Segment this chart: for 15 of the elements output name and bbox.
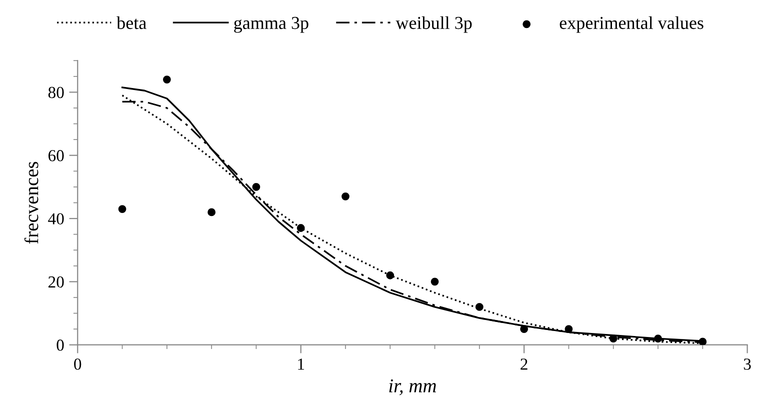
x-axis-title: ir, mm xyxy=(389,379,436,396)
x-tick-label: 0 xyxy=(74,358,82,370)
legend-label: weibull 3p xyxy=(396,16,472,33)
x-tick-label: 2 xyxy=(520,358,528,370)
y-tick-label: 80 xyxy=(48,86,64,98)
legend-label: gamma 3p xyxy=(234,16,308,33)
x-tick-label: 1 xyxy=(298,358,304,370)
legend-label: experimental values xyxy=(560,16,704,33)
y-tick-label: 60 xyxy=(48,150,64,162)
y-tick-label: 40 xyxy=(48,213,64,224)
y-tick-label: 0 xyxy=(56,340,64,351)
x-tick-label: 3 xyxy=(744,358,751,370)
legend-label: beta xyxy=(116,16,146,30)
y-tick-label: 20 xyxy=(48,276,64,288)
y-axis-title: frecvences xyxy=(24,162,38,244)
